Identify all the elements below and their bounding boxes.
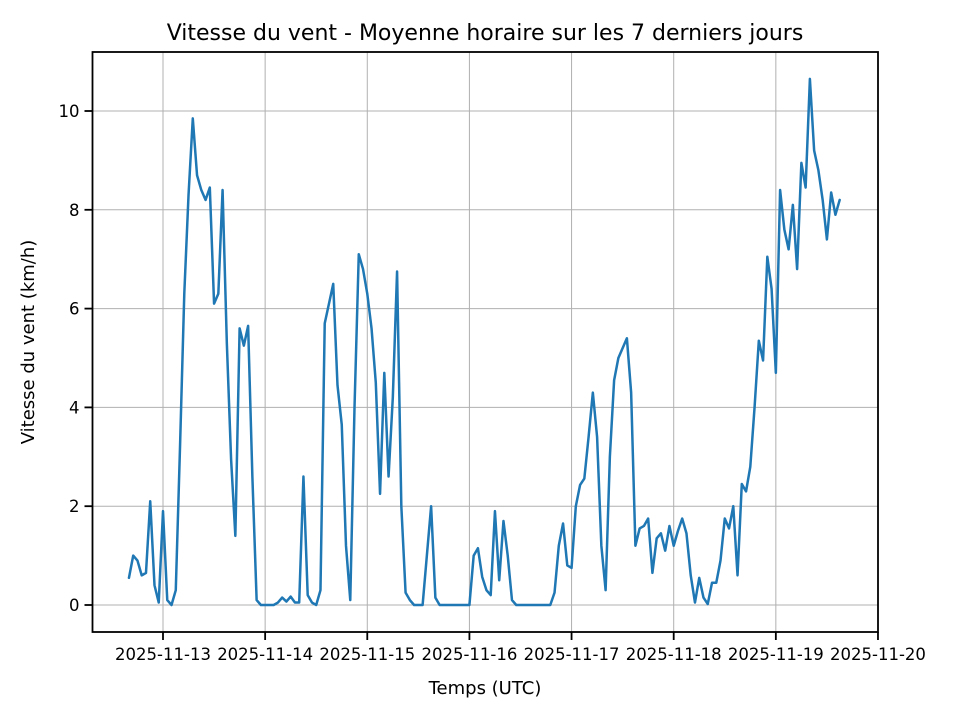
- chart-title: Vitesse du vent - Moyenne horaire sur le…: [167, 21, 804, 46]
- x-tick-label: 2025-11-13: [115, 645, 211, 664]
- y-axis-label: Vitesse du vent (km/h): [18, 240, 39, 445]
- plot-area-border: [91, 51, 879, 633]
- y-tick-label: 10: [59, 102, 80, 121]
- y-tick-label: 0: [69, 596, 80, 615]
- y-tick-label: 4: [69, 398, 80, 417]
- y-tick-label: 6: [69, 300, 80, 319]
- x-tick-label: 2025-11-19: [728, 645, 824, 664]
- line-layer: [127, 77, 841, 607]
- x-tick-label: 2025-11-20: [830, 645, 926, 664]
- x-tick-label: 2025-11-16: [421, 645, 517, 664]
- grid-layer: [92, 52, 879, 632]
- x-tick-label: 2025-11-18: [626, 645, 722, 664]
- label-layer: Vitesse du vent - Moyenne horaire sur le…: [18, 21, 803, 699]
- x-tick-label: 2025-11-17: [524, 645, 620, 664]
- wind-speed-line: [127, 77, 841, 607]
- x-axis-label: Temps (UTC): [428, 678, 542, 699]
- x-tick-label: 2025-11-14: [217, 645, 313, 664]
- y-tick-label: 2: [69, 497, 80, 516]
- tick-layer: 2025-11-13 2025-11-14 2025-11-15 2025-11-16…: [59, 102, 926, 664]
- x-tick-label: 2025-11-15: [319, 645, 415, 664]
- y-tick-label: 8: [69, 201, 80, 220]
